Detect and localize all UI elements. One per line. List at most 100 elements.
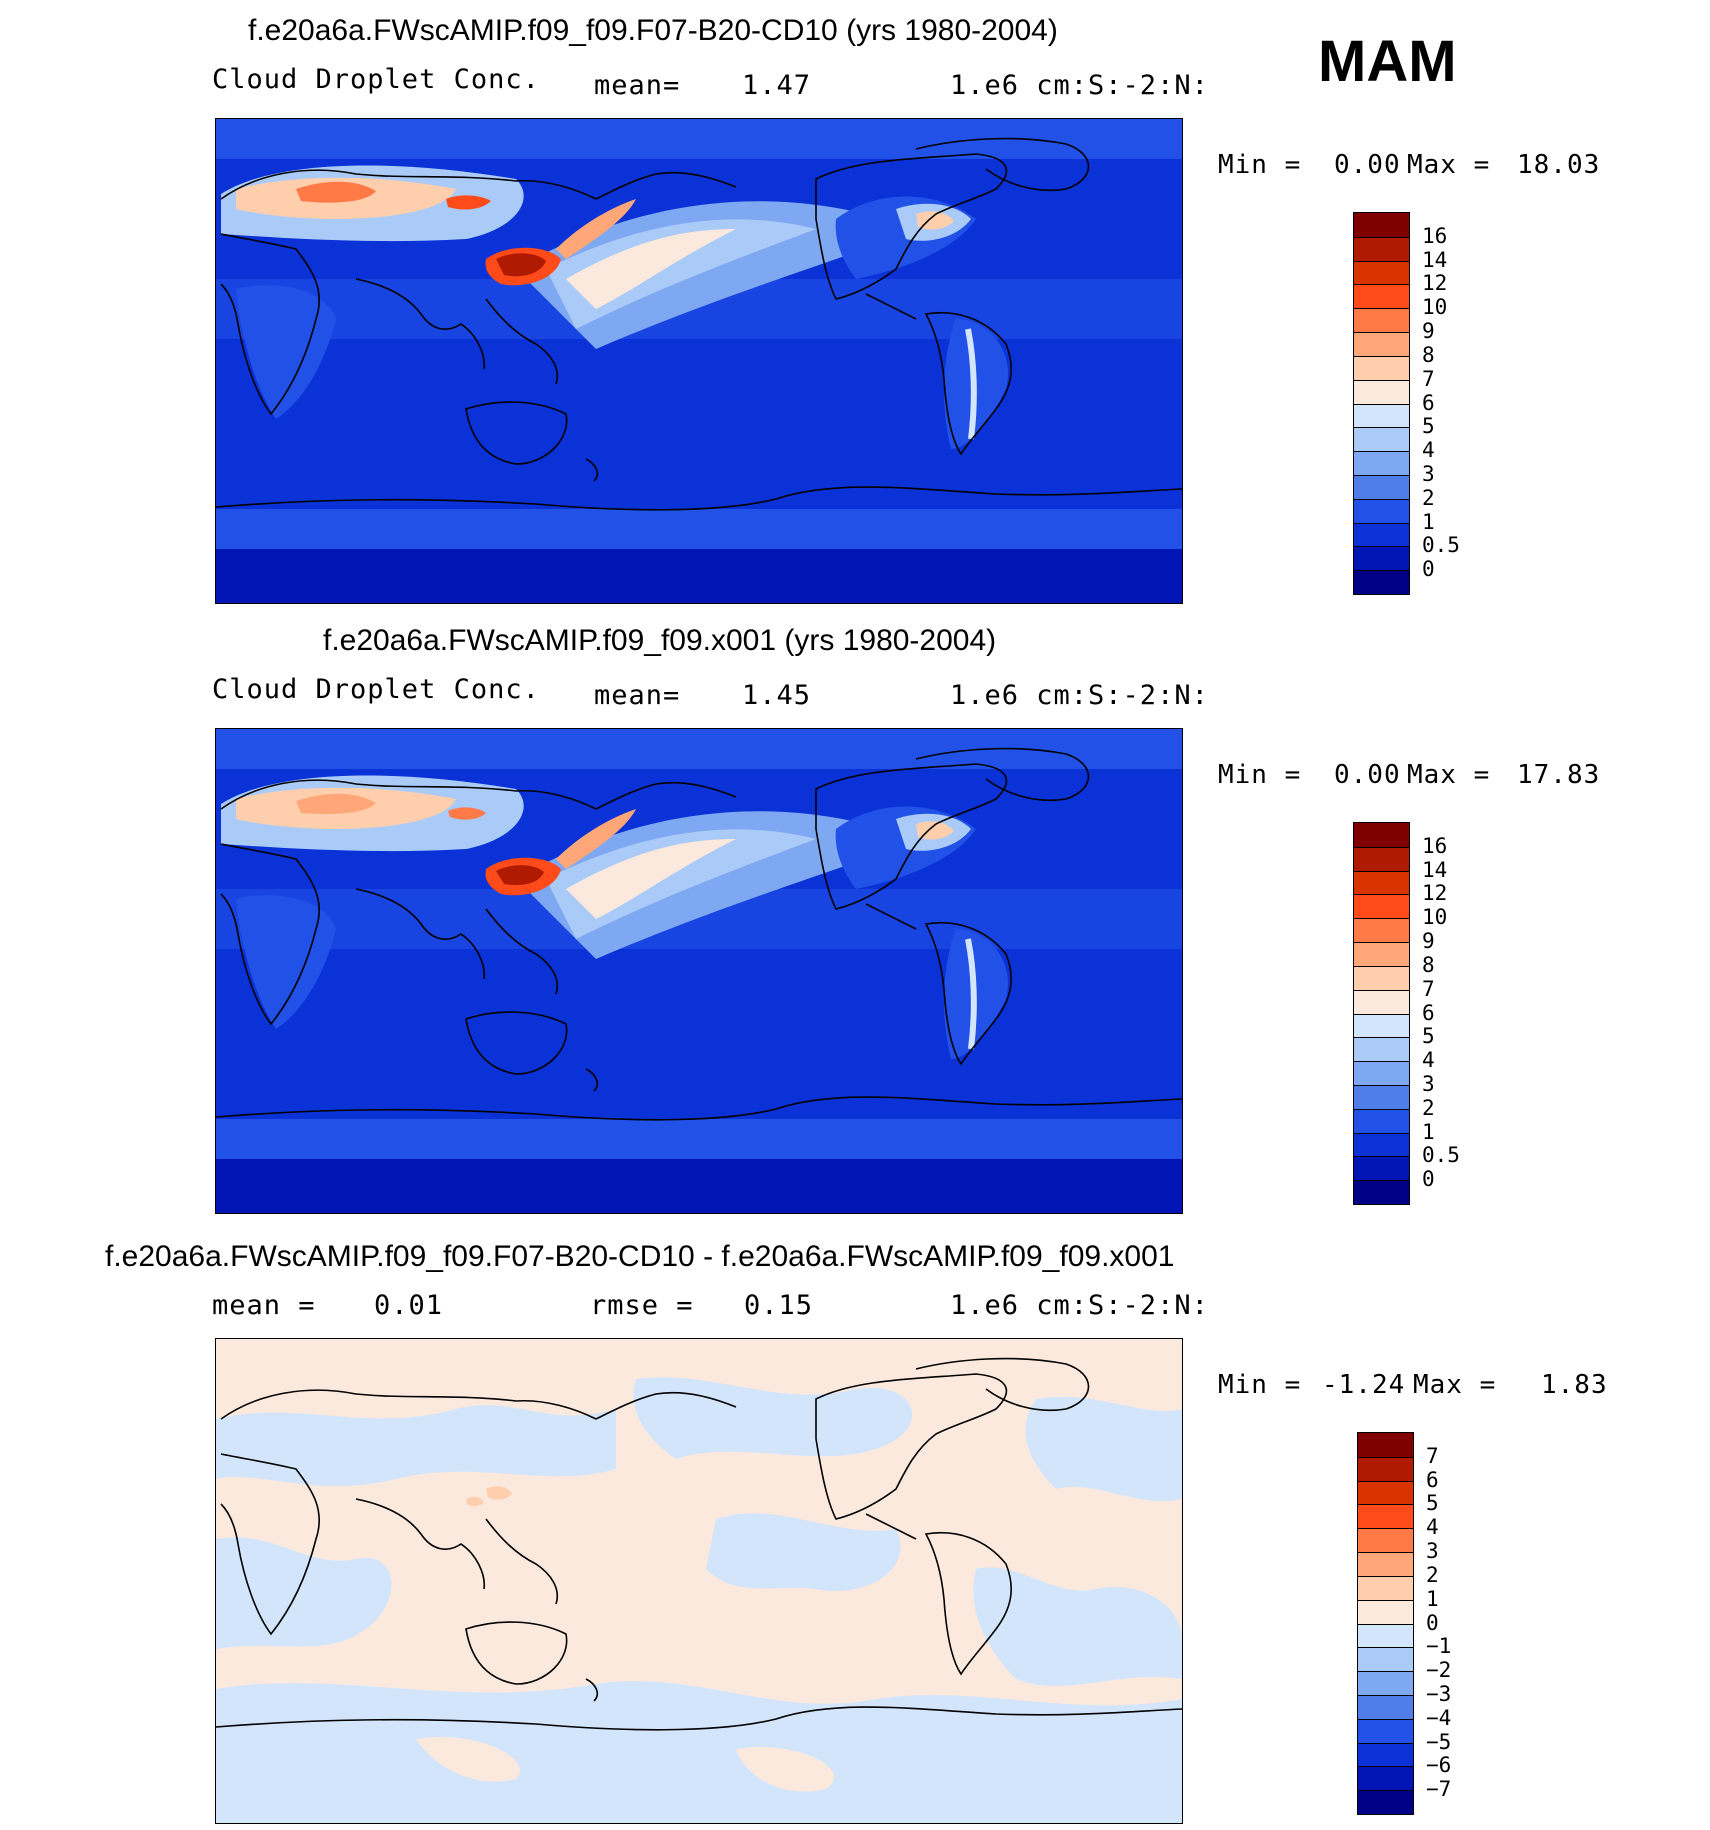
colorbar-tick-label: 3 [1426,1539,1439,1564]
colorbar-tick-label: 1 [1422,1119,1435,1144]
colorbar-tick-label: 9 [1422,319,1435,344]
colorbar-segment [1354,451,1409,475]
colorbar-segment [1358,1528,1413,1553]
colorbar-segment [1358,1718,1413,1743]
colorbar-tick-label: −6 [1426,1753,1452,1778]
colorbar-tick-label: 4 [1426,1515,1439,1540]
colorbar-segment [1354,1156,1409,1181]
panel2-min-value: 0.00 [1334,760,1401,790]
panel1-units: 1.e6 cm:S:-2:N: [950,70,1209,101]
colorbar-segment [1358,1504,1413,1529]
panel2-max-value: 17.83 [1517,760,1601,790]
colorbar-segment [1354,570,1409,594]
colorbar-tick-label: −1 [1426,1634,1452,1659]
colorbar-tick-label: 9 [1422,929,1435,954]
colorbar-segment [1354,498,1409,523]
colorbar-tick-label: 10 [1422,905,1448,930]
panel3-min-value: -1.24 [1322,1370,1406,1400]
panel3-title: f.e20a6a.FWscAMIP.f09_f09.F07-B20-CD10 -… [105,1240,1175,1273]
colorbar-segment [1358,1742,1413,1767]
colorbar-segment [1358,1790,1413,1814]
colorbar-segment [1354,1108,1409,1133]
colorbar-tick-label: 3 [1422,461,1435,486]
colorbar-segment [1354,846,1409,871]
panel3-rmse-label: rmse = [590,1290,694,1321]
colorbar-segment [1358,1552,1413,1576]
panel3-coastlines [216,1357,1182,1731]
colorbar-tick-label: 0 [1422,557,1435,582]
colorbar-segment [1354,427,1409,452]
colorbar-segment [1354,1061,1409,1085]
panel2-units: 1.e6 cm:S:-2:N: [950,680,1209,711]
colorbar-segment [1354,213,1409,237]
colorbar-tick-label: 0.5 [1422,533,1460,558]
panel3-units: 1.e6 cm:S:-2:N: [950,1290,1209,1321]
colorbar-tick-label: 0 [1422,1167,1435,1192]
panel1-colorbar [1353,212,1410,595]
panel1-map-field [216,119,1182,603]
panel1-map [215,118,1183,604]
colorbar-tick-label: 6 [1426,1467,1439,1492]
colorbar-tick-label: 4 [1422,1048,1435,1073]
colorbar-tick-label: 2 [1426,1562,1439,1587]
colorbar-segment [1354,260,1409,285]
colorbar-tick-label: 0.5 [1422,1143,1460,1168]
colorbar-tick-label: 12 [1422,881,1448,906]
colorbar-segment [1358,1456,1413,1481]
panel1-max-label: Max = [1407,150,1491,180]
panel2-mean-value: 1.45 [742,680,812,711]
panel3-map [215,1338,1183,1824]
colorbar-segment [1354,236,1409,261]
colorbar-segment [1354,1013,1409,1038]
colorbar-segment [1358,1480,1413,1505]
colorbar-tick-label: −7 [1426,1777,1452,1802]
colorbar-segment [1354,823,1409,847]
colorbar-tick-label: 10 [1422,295,1448,320]
colorbar-tick-label: −4 [1426,1705,1452,1730]
colorbar-segment [1354,894,1409,919]
panel1-max-value: 18.03 [1517,150,1601,180]
panel2-colorbar [1353,822,1410,1205]
colorbar-segment [1354,546,1409,571]
panel1-mean-value: 1.47 [742,70,812,101]
panel2-max-label: Max = [1407,760,1491,790]
colorbar-segment [1358,1599,1413,1624]
colorbar-tick-label: 2 [1422,1095,1435,1120]
colorbar-segment [1354,1037,1409,1062]
panel2-coastlines [216,747,1182,1121]
colorbar-segment [1354,1180,1409,1204]
panel1-mean-label: mean= [594,70,681,101]
panel2-min-label: Min = [1218,760,1302,790]
colorbar-tick-label: −2 [1426,1658,1452,1683]
season-label: MAM [1318,29,1457,94]
colorbar-tick-label: 1 [1422,509,1435,534]
colorbar-tick-label: 8 [1422,952,1435,977]
colorbar-tick-label: 14 [1422,247,1448,272]
colorbar-segment [1354,403,1409,428]
colorbar-segment [1358,1766,1413,1791]
colorbar-segment [1358,1623,1413,1648]
colorbar-segment [1354,308,1409,333]
colorbar-segment [1354,284,1409,309]
colorbar-tick-label: −3 [1426,1681,1452,1706]
colorbar-tick-label: 4 [1422,438,1435,463]
colorbar-segment [1354,522,1409,547]
colorbar-segment [1354,332,1409,356]
colorbar-segment [1354,870,1409,895]
colorbar-tick-label: 0 [1426,1610,1439,1635]
colorbar-segment [1358,1671,1413,1695]
colorbar-tick-label: 14 [1422,857,1448,882]
panel1-min-value: 0.00 [1334,150,1401,180]
colorbar-tick-label: 2 [1422,485,1435,510]
colorbar-segment [1354,965,1409,990]
colorbar-segment [1354,1084,1409,1109]
panel1-title: f.e20a6a.FWscAMIP.f09_f09.F07-B20-CD10 (… [248,14,1058,47]
panel3-rmse-value: 0.15 [744,1290,814,1321]
colorbar-tick-label: 7 [1422,366,1435,391]
colorbar-segment [1358,1575,1413,1600]
panel2-map [215,728,1183,1214]
panel3-max-label: Max = [1413,1370,1497,1400]
colorbar-segment [1354,379,1409,404]
colorbar-tick-label: 6 [1422,1000,1435,1025]
panel2-map-field [216,729,1182,1213]
